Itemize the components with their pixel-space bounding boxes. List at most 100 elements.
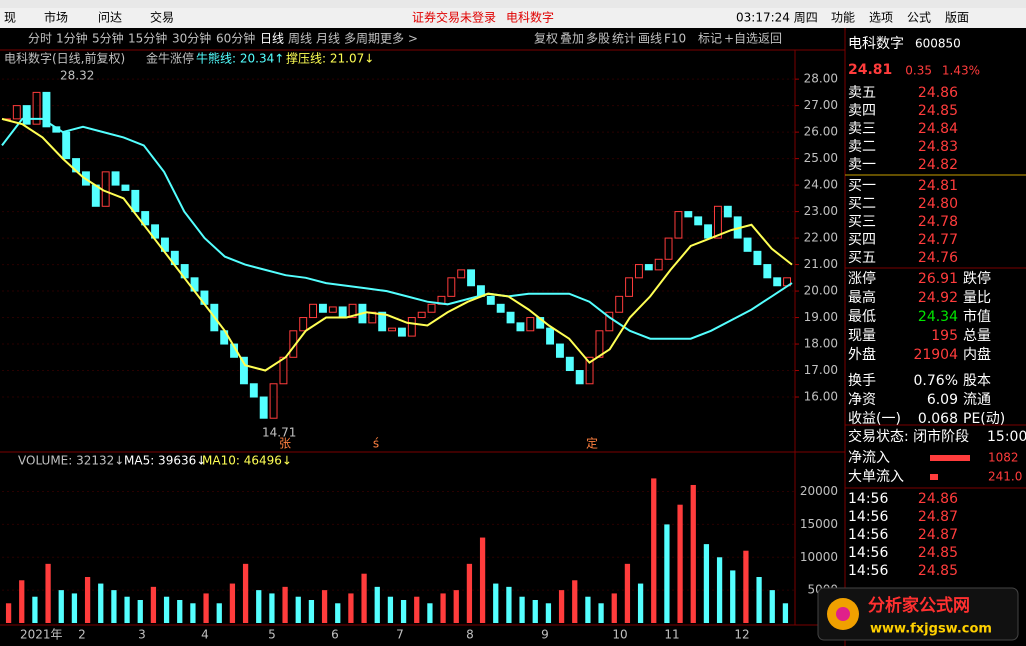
stat-value: 24.34 bbox=[918, 309, 958, 325]
candle bbox=[131, 189, 140, 213]
menu-item[interactable]: 市场 bbox=[44, 10, 68, 25]
candle bbox=[417, 311, 426, 319]
candle bbox=[388, 327, 397, 332]
candle bbox=[506, 311, 515, 324]
stat-label: 涨停 bbox=[848, 270, 876, 287]
volume-bar bbox=[203, 593, 209, 623]
candle bbox=[664, 237, 673, 260]
volume-bar bbox=[690, 484, 696, 623]
y-tick-label: 10000 bbox=[800, 550, 838, 564]
candle bbox=[773, 277, 782, 287]
menu-stock: 电科数字 bbox=[506, 10, 554, 25]
volume-bar bbox=[585, 596, 591, 623]
stat-label: 量比 bbox=[963, 290, 991, 306]
trade-state: 交易状态: 闭市阶段 bbox=[848, 428, 969, 445]
book-price: 24.78 bbox=[918, 214, 958, 230]
candle bbox=[22, 105, 31, 125]
book-level: 买一 bbox=[848, 178, 876, 194]
trade-time: 15:00 bbox=[987, 429, 1026, 445]
candle bbox=[467, 269, 476, 287]
stat-label: 换手 bbox=[848, 372, 876, 389]
volume-bar bbox=[400, 599, 407, 623]
candle bbox=[309, 303, 318, 319]
candle bbox=[486, 295, 495, 305]
volume-bar bbox=[374, 586, 380, 623]
y-tick-label: 18.00 bbox=[804, 337, 838, 351]
volume-bar bbox=[256, 590, 262, 623]
volume-bar bbox=[453, 590, 459, 623]
menu-item[interactable]: 问达 bbox=[98, 11, 122, 25]
volume-bar bbox=[177, 599, 183, 623]
tool-button[interactable]: 标记 bbox=[698, 32, 722, 46]
period-button[interactable]: 日线 bbox=[260, 32, 284, 46]
x-tick-label: 2021年 bbox=[20, 628, 63, 642]
period-button[interactable]: 5分钟 bbox=[92, 31, 124, 46]
menu-item[interactable]: 功能 bbox=[831, 11, 855, 25]
stat-label: 跌停 bbox=[963, 270, 991, 287]
y-tick-label: 24.00 bbox=[804, 178, 838, 192]
candle bbox=[634, 264, 643, 279]
flow-bar bbox=[930, 474, 938, 480]
period-button[interactable]: 分时 bbox=[28, 32, 52, 46]
tool-button[interactable]: 复权 bbox=[534, 32, 558, 46]
tool-button[interactable]: 返回 bbox=[758, 32, 782, 46]
volume-bar bbox=[558, 590, 565, 623]
candle bbox=[694, 216, 703, 226]
tool-button[interactable]: +自选 bbox=[724, 32, 758, 46]
period-button[interactable]: 更多 > bbox=[380, 32, 418, 46]
menu-item[interactable]: 现 bbox=[4, 11, 16, 25]
book-level: 买三 bbox=[848, 214, 876, 230]
volume-bar bbox=[137, 599, 143, 623]
volume-bar bbox=[572, 580, 578, 623]
menu-bar bbox=[0, 8, 1026, 28]
period-button[interactable]: 30分钟 bbox=[172, 31, 211, 46]
tool-button[interactable]: 叠加 bbox=[560, 32, 584, 46]
period-button[interactable]: 15分钟 bbox=[128, 31, 167, 46]
candle bbox=[546, 327, 555, 345]
tool-button[interactable]: 统计 bbox=[612, 32, 636, 46]
period-button[interactable]: 周线 bbox=[288, 32, 312, 46]
candle bbox=[595, 330, 604, 358]
stat-label: PE(动) bbox=[963, 411, 1005, 427]
volume-legend: MA10: 46496↓ bbox=[202, 454, 292, 468]
period-button[interactable]: 1分钟 bbox=[56, 31, 88, 46]
candle bbox=[12, 105, 21, 120]
volume-bar bbox=[519, 596, 525, 623]
tool-button[interactable]: 画线 bbox=[638, 32, 662, 46]
stat-label: 股本 bbox=[963, 373, 991, 389]
volume-bar bbox=[45, 563, 51, 623]
menu-item[interactable]: 选项 bbox=[869, 11, 893, 25]
volume-bar bbox=[532, 599, 538, 623]
tool-button[interactable]: 多股 bbox=[586, 32, 610, 46]
period-button[interactable]: 月线 bbox=[316, 32, 340, 46]
period-button[interactable]: 60分钟 bbox=[216, 31, 255, 46]
volume-bar bbox=[229, 583, 236, 623]
volume-bar bbox=[414, 596, 420, 623]
indicator-line bbox=[1, 117, 793, 372]
menu-item[interactable]: 版面 bbox=[945, 11, 969, 25]
volume-bar bbox=[308, 599, 315, 623]
period-button[interactable]: 多周期 bbox=[344, 32, 380, 46]
volume-legend: MA5: 39636↓ bbox=[124, 454, 206, 468]
menu-item[interactable]: 交易 bbox=[150, 10, 174, 25]
y-tick-label: 28.00 bbox=[804, 72, 838, 86]
candle bbox=[397, 327, 406, 337]
stat-label: 最低 bbox=[848, 309, 876, 325]
volume-bar bbox=[611, 593, 617, 623]
signal-mark: 张 bbox=[279, 437, 291, 451]
candle bbox=[62, 131, 71, 160]
volume-bar bbox=[242, 563, 249, 623]
support-line-value: 撑压线: 21.07↓ bbox=[286, 51, 374, 66]
volume-bar bbox=[703, 544, 710, 623]
tool-button[interactable]: F10 bbox=[664, 32, 686, 46]
candle bbox=[318, 303, 327, 313]
candle bbox=[723, 205, 732, 218]
indicator-name: 金牛涨停 bbox=[146, 51, 194, 66]
menu-item[interactable]: 公式 bbox=[907, 11, 931, 25]
x-tick-label: 10 bbox=[612, 628, 627, 642]
volume-bar bbox=[651, 478, 657, 623]
volume-bar bbox=[150, 586, 157, 623]
candle bbox=[407, 317, 416, 337]
